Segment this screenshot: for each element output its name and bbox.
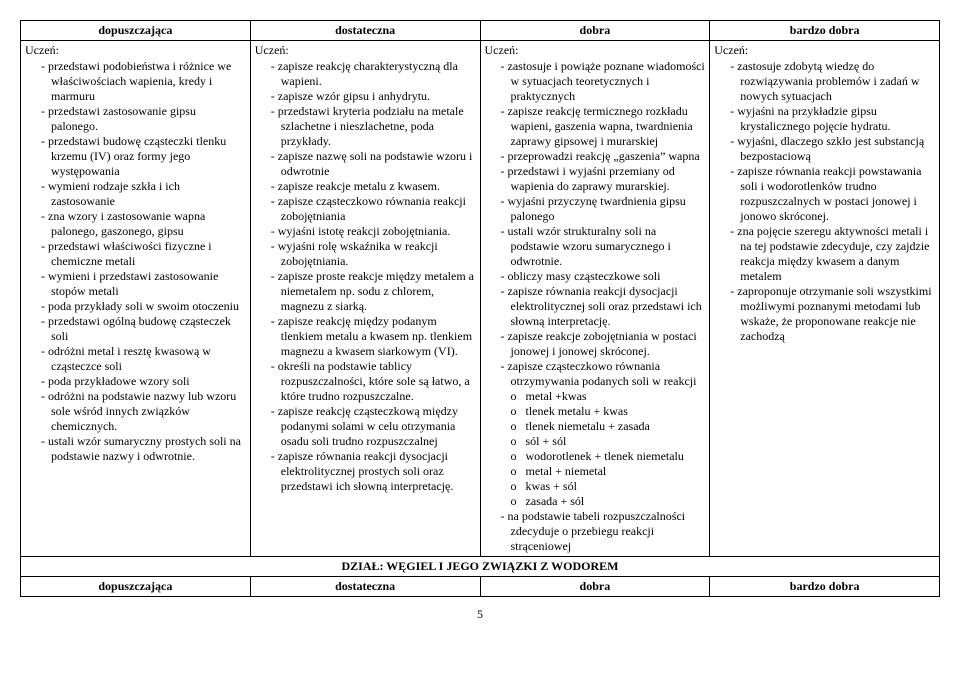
col-header-4: bardzo dobra xyxy=(710,21,940,41)
list-item: zapisze reakcję cząsteczkową między poda… xyxy=(271,404,476,449)
uczen-label: Uczeń: xyxy=(25,43,246,58)
cell-bardzo-dobra: Uczeń: zastosuje zdobytą wiedzę do rozwi… xyxy=(710,41,940,557)
list-item: wyjaśni, dlaczego szkło jest substancją … xyxy=(730,134,935,164)
section-heading: DZIAŁ: WĘGIEL I JEGO ZWIĄZKI Z WODOREM xyxy=(21,557,940,577)
list-item: zapisze cząsteczkowo równania reakcji zo… xyxy=(271,194,476,224)
col-header-4b: bardzo dobra xyxy=(710,577,940,597)
list-col4: zastosuje zdobytą wiedzę do rozwiązywani… xyxy=(714,59,935,344)
list-item: zapisze reakcje metalu z kwasem. xyxy=(271,179,476,194)
list-item: zastosuje i powiąże poznane wiadomości w… xyxy=(501,59,706,104)
list-item: przedstawi kryteria podziału na metale s… xyxy=(271,104,476,149)
grade-criteria-table: dopuszczająca dostateczna dobra bardzo d… xyxy=(20,20,940,597)
list-item: przedstawi ogólną budowę cząsteczek soli xyxy=(41,314,246,344)
page-number: 5 xyxy=(20,607,940,622)
list-item: zapisze proste reakcje między metalem a … xyxy=(271,269,476,314)
list-col3-after: na podstawie tabeli rozpuszczalności zde… xyxy=(485,509,706,554)
col-header-2: dostateczna xyxy=(250,21,480,41)
uczen-label: Uczeń: xyxy=(485,43,706,58)
list-item: zapisze reakcję charakterystyczną dla wa… xyxy=(271,59,476,89)
cell-dostateczna: Uczeń: zapisze reakcję charakterystyczną… xyxy=(250,41,480,557)
uczen-label: Uczeń: xyxy=(714,43,935,58)
list-item: zapisze równania reakcji dysocjacji elek… xyxy=(271,449,476,494)
list-item: zapisze reakcję między podanym tlenkiem … xyxy=(271,314,476,359)
list-item: ustali wzór strukturalny soli na podstaw… xyxy=(501,224,706,269)
list-item: metal +kwas xyxy=(511,389,706,404)
col-header-1b: dopuszczająca xyxy=(21,577,251,597)
list-item: wyjaśni na przykładzie gipsu krystaliczn… xyxy=(730,104,935,134)
list-item: zapisze wzór gipsu i anhydrytu. xyxy=(271,89,476,104)
list-item: wyjaśni istotę reakcji zobojętniania. xyxy=(271,224,476,239)
list-item: zapisze reakcję termicznego rozkładu wap… xyxy=(501,104,706,149)
col-header-2b: dostateczna xyxy=(250,577,480,597)
list-item: zasada + sól xyxy=(511,494,706,509)
list-item: zapisze reakcje zobojętniania w postaci … xyxy=(501,329,706,359)
list-item: przedstawi i wyjaśni przemiany od wapien… xyxy=(501,164,706,194)
list-item: wymieni rodzaje szkła i ich zastosowanie xyxy=(41,179,246,209)
list-item: poda przykłady soli w swoim otoczeniu xyxy=(41,299,246,314)
list-item: przeprowadzi reakcję „gaszenia” wapna xyxy=(501,149,706,164)
list-item: kwas + sól xyxy=(511,479,706,494)
list-item: przedstawi podobieństwa i różnice we wła… xyxy=(41,59,246,104)
list-item: określi na podstawie tablicy rozpuszczal… xyxy=(271,359,476,404)
cell-dobra: Uczeń: zastosuje i powiąże poznane wiado… xyxy=(480,41,710,557)
list-item: wyjaśni przyczynę twardnienia gipsu palo… xyxy=(501,194,706,224)
list-item: obliczy masy cząsteczkowe soli xyxy=(501,269,706,284)
list-item: przedstawi zastosowanie gipsu palonego. xyxy=(41,104,246,134)
list-item: odróżni na podstawie nazwy lub wzoru sol… xyxy=(41,389,246,434)
list-item: metal + niemetal xyxy=(511,464,706,479)
sublist-col3: metal +kwastlenek metalu + kwastlenek ni… xyxy=(485,389,706,509)
list-col2: zapisze reakcję charakterystyczną dla wa… xyxy=(255,59,476,494)
list-item: wymieni i przedstawi zastosowanie stopów… xyxy=(41,269,246,299)
list-item: odróżni metal i resztę kwasową w cząstec… xyxy=(41,344,246,374)
list-col3: zastosuje i powiąże poznane wiadomości w… xyxy=(485,59,706,389)
list-item: tlenek niemetalu + zasada xyxy=(511,419,706,434)
list-item: wodorotlenek + tlenek niemetalu xyxy=(511,449,706,464)
list-item: ustali wzór sumaryczny prostych soli na … xyxy=(41,434,246,464)
list-item: zapisze nazwę soli na podstawie wzoru i … xyxy=(271,149,476,179)
list-item: sól + sól xyxy=(511,434,706,449)
list-item: zna pojęcie szeregu aktywności metali i … xyxy=(730,224,935,284)
list-col1: przedstawi podobieństwa i różnice we wła… xyxy=(25,59,246,464)
list-item: przedstawi budowę cząsteczki tlenku krze… xyxy=(41,134,246,179)
list-item: przedstawi właściwości fizyczne i chemic… xyxy=(41,239,246,269)
list-item: zapisze równania reakcji powstawania sol… xyxy=(730,164,935,224)
list-item: na podstawie tabeli rozpuszczalności zde… xyxy=(501,509,706,554)
list-item: zapisze cząsteczkowo równania otrzymywan… xyxy=(501,359,706,389)
list-item: wyjaśni rolę wskaźnika w reakcji zobojęt… xyxy=(271,239,476,269)
list-item: zastosuje zdobytą wiedzę do rozwiązywani… xyxy=(730,59,935,104)
col-header-3b: dobra xyxy=(480,577,710,597)
list-item: zapisze równania reakcji dysocjacji elek… xyxy=(501,284,706,329)
list-item: tlenek metalu + kwas xyxy=(511,404,706,419)
list-item: zaproponuje otrzymanie soli wszystkimi m… xyxy=(730,284,935,344)
list-item: zna wzory i zastosowanie wapna palonego,… xyxy=(41,209,246,239)
list-item: poda przykładowe wzory soli xyxy=(41,374,246,389)
uczen-label: Uczeń: xyxy=(255,43,476,58)
col-header-1: dopuszczająca xyxy=(21,21,251,41)
cell-dopuszczajaca: Uczeń: przedstawi podobieństwa i różnice… xyxy=(21,41,251,557)
col-header-3: dobra xyxy=(480,21,710,41)
